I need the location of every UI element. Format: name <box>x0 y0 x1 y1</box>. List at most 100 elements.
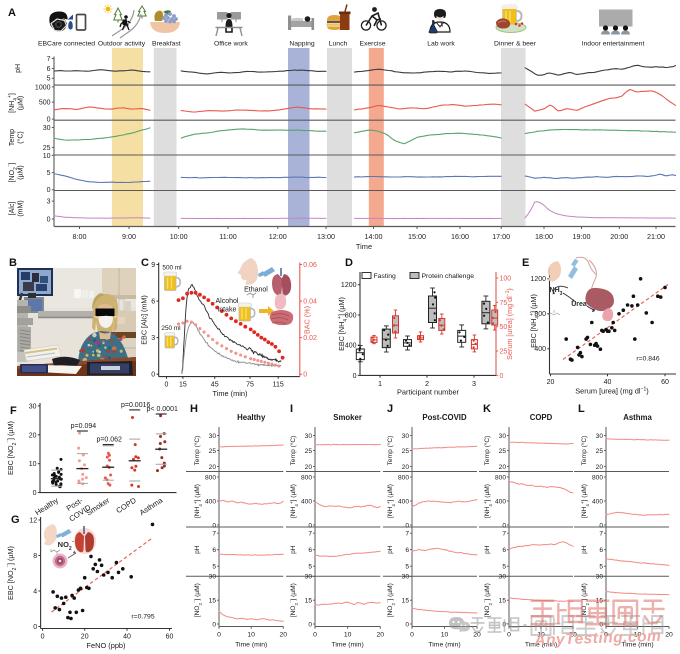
svg-text:6: 6 <box>308 547 312 554</box>
svg-text:5: 5 <box>405 564 409 571</box>
svg-text:13:00: 13:00 <box>317 232 335 241</box>
svg-text:15: 15 <box>499 598 507 605</box>
svg-text:0: 0 <box>410 632 414 639</box>
svg-text:20:00: 20:00 <box>610 232 628 241</box>
svg-text:18:00: 18:00 <box>535 232 553 241</box>
svg-text:0: 0 <box>353 373 357 380</box>
svg-text:0: 0 <box>47 187 51 194</box>
svg-text:1200: 1200 <box>530 276 546 283</box>
svg-text:F: F <box>10 405 17 417</box>
svg-text:20: 20 <box>665 632 673 639</box>
svg-text:0: 0 <box>47 117 51 124</box>
svg-text:Breakfast: Breakfast <box>152 41 181 48</box>
svg-text:Asthma: Asthma <box>623 413 652 422</box>
svg-text:Temp (°C): Temp (°C) <box>483 436 491 466</box>
svg-text:Temp (°C): Temp (°C) <box>386 436 394 466</box>
svg-text:Urea: Urea <box>571 301 587 308</box>
svg-text:10: 10 <box>344 632 352 639</box>
svg-text:Office work: Office work <box>214 41 248 48</box>
svg-text:0: 0 <box>41 634 45 641</box>
svg-text:9:00: 9:00 <box>122 232 136 241</box>
svg-text:6: 6 <box>212 547 216 554</box>
svg-text:Temp (°C): Temp (°C) <box>580 436 588 466</box>
svg-text:500: 500 <box>39 100 51 107</box>
svg-text:EBC [NO2⁻] (µM): EBC [NO2⁻] (µM) <box>6 421 18 475</box>
svg-text:20: 20 <box>209 464 217 471</box>
svg-text:Alcohol: Alcohol <box>216 298 239 305</box>
svg-text:Lab work: Lab work <box>427 41 455 48</box>
svg-text:7: 7 <box>47 56 51 63</box>
svg-text:75: 75 <box>500 300 508 307</box>
svg-text:BAC (%): BAC (%) <box>303 306 312 334</box>
svg-text:5: 5 <box>502 564 506 571</box>
svg-text:30: 30 <box>209 433 217 440</box>
svg-text:G: G <box>11 514 20 526</box>
svg-text:5: 5 <box>599 564 603 571</box>
svg-text:20: 20 <box>377 632 385 639</box>
svg-text:25: 25 <box>402 448 410 455</box>
svg-text:I: I <box>290 403 293 415</box>
svg-text:NH3: NH3 <box>550 287 563 297</box>
svg-text:[NH4+] (µM): [NH4+] (µM) <box>580 484 590 518</box>
svg-text:30: 30 <box>29 403 37 410</box>
svg-text:400: 400 <box>592 498 603 505</box>
svg-text:1000: 1000 <box>35 84 51 91</box>
svg-text:25: 25 <box>209 448 217 455</box>
svg-text:(µM): (µM) <box>18 165 25 180</box>
svg-text:30: 30 <box>305 574 313 581</box>
svg-text:0: 0 <box>303 372 307 379</box>
svg-text:6: 6 <box>151 299 155 306</box>
svg-text:7: 7 <box>405 531 409 538</box>
svg-text:800: 800 <box>592 474 603 481</box>
svg-text:30: 30 <box>499 574 507 581</box>
svg-text:Protein challenge: Protein challenge <box>422 273 475 280</box>
svg-text:Exercise: Exercise <box>359 41 385 48</box>
svg-text:0: 0 <box>33 490 37 497</box>
svg-text:5: 5 <box>47 76 51 83</box>
svg-text:400: 400 <box>398 498 409 505</box>
svg-text:C: C <box>141 257 149 269</box>
svg-text:J: J <box>387 403 393 415</box>
svg-text:L: L <box>578 403 585 415</box>
svg-text:0: 0 <box>405 621 409 628</box>
svg-text:Time (min): Time (min) <box>235 642 267 649</box>
svg-text:6: 6 <box>47 66 51 73</box>
svg-text:0: 0 <box>212 522 216 529</box>
svg-text:[NH4+] (µM): [NH4+] (µM) <box>483 484 493 518</box>
svg-text:30: 30 <box>499 433 507 440</box>
svg-text:Time (min): Time (min) <box>212 389 247 398</box>
svg-text:Temp (°C): Temp (°C) <box>193 436 201 466</box>
svg-text:25: 25 <box>596 448 604 455</box>
svg-text:3: 3 <box>151 335 155 342</box>
svg-text:Ethanol: Ethanol <box>244 287 268 294</box>
svg-text:25: 25 <box>43 145 51 152</box>
svg-text:5: 5 <box>308 564 312 571</box>
svg-text:(°C): (°C) <box>17 131 25 144</box>
svg-text:400: 400 <box>301 498 312 505</box>
svg-text:17:00: 17:00 <box>492 232 510 241</box>
svg-text:Lunch: Lunch <box>329 41 348 48</box>
svg-text:[NO2⁻] (µM): [NO2⁻] (µM) <box>483 583 493 617</box>
svg-text:AnyTesting.com: AnyTesting.com <box>533 628 662 649</box>
svg-text:p< 0.0001: p< 0.0001 <box>147 406 178 413</box>
svg-text:20: 20 <box>473 632 481 639</box>
svg-text:Smoker: Smoker <box>333 413 362 422</box>
svg-text:250 ml: 250 ml <box>161 325 180 332</box>
svg-text:p=0.0016: p=0.0016 <box>121 402 150 409</box>
svg-text:0: 0 <box>599 522 603 529</box>
svg-text:7: 7 <box>212 531 216 538</box>
svg-text:0: 0 <box>308 621 312 628</box>
svg-text:15: 15 <box>305 598 313 605</box>
svg-text:[NO2⁻] (µM): [NO2⁻] (µM) <box>289 583 299 617</box>
svg-text:20: 20 <box>547 379 555 386</box>
svg-text:19:00: 19:00 <box>573 232 591 241</box>
svg-text:pH: pH <box>194 545 201 554</box>
svg-text:Serum [urea] (mg dl−1): Serum [urea] (mg dl−1) <box>505 288 514 360</box>
svg-text:21:00: 21:00 <box>647 232 665 241</box>
svg-text:Time (min): Time (min) <box>621 642 653 649</box>
svg-text:30: 30 <box>43 125 51 132</box>
svg-text:0: 0 <box>212 621 216 628</box>
svg-text:Serum [urea] (mg dl−1): Serum [urea] (mg dl−1) <box>575 387 648 396</box>
svg-text:400: 400 <box>205 498 216 505</box>
svg-text:1200: 1200 <box>341 282 357 289</box>
